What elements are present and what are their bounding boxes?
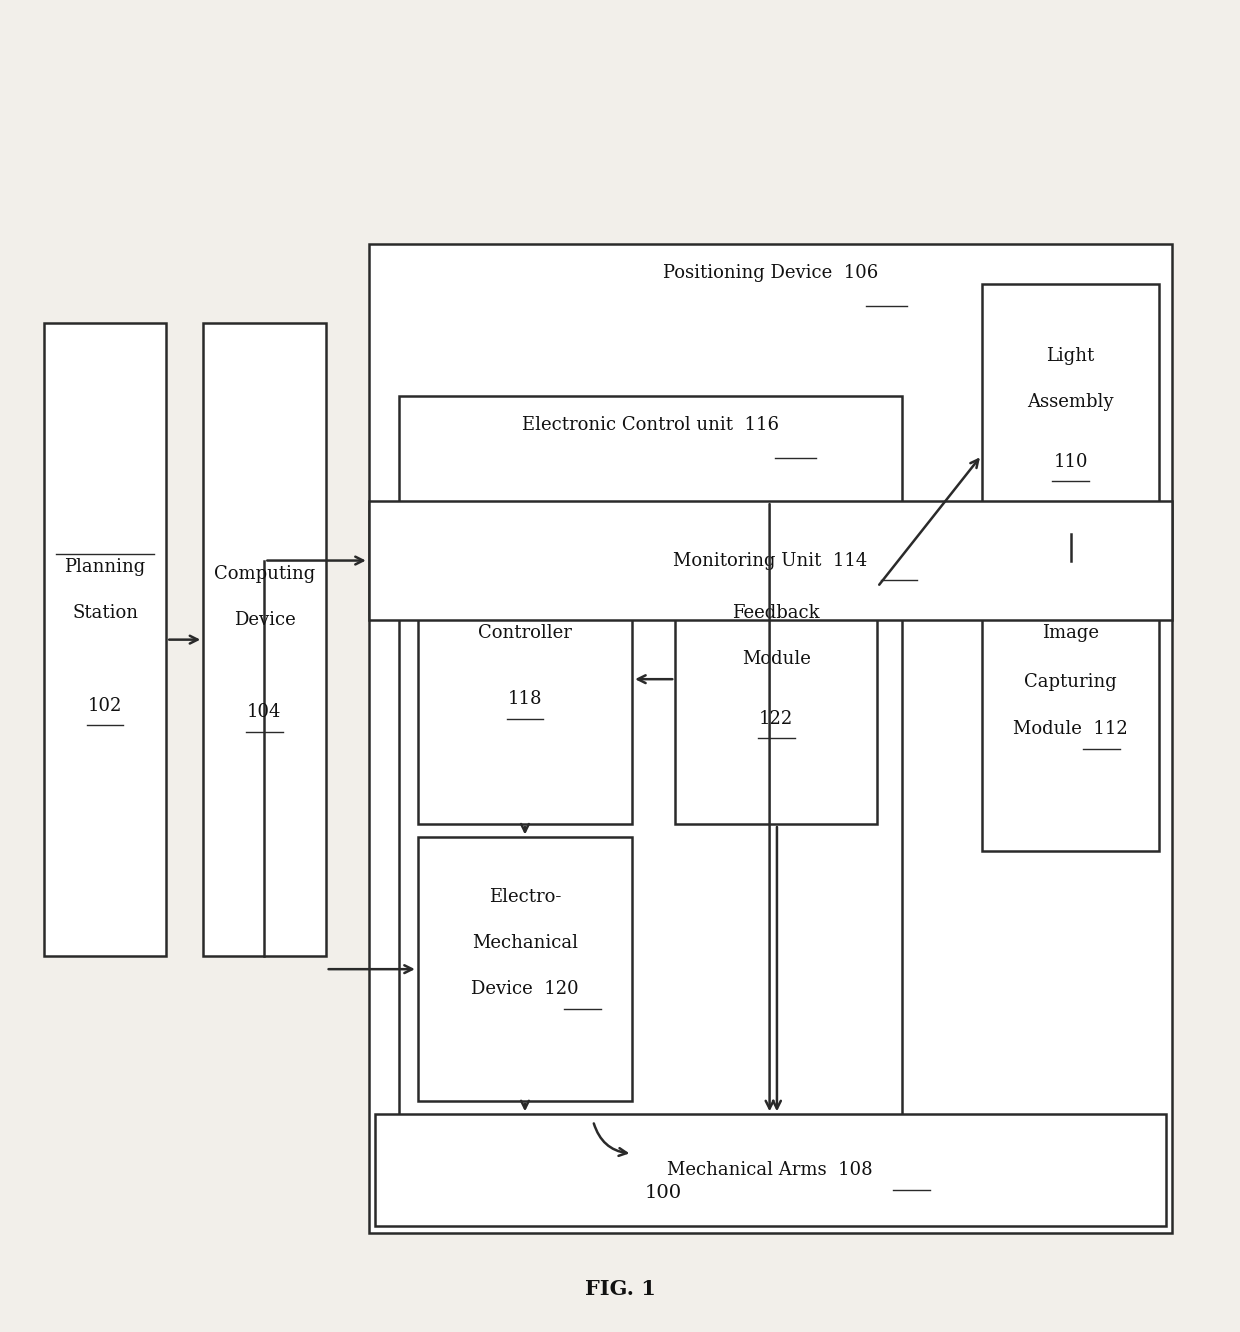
Text: 110: 110 — [1053, 453, 1087, 470]
Text: Module  112: Module 112 — [1013, 721, 1128, 738]
Bar — [418, 838, 632, 1102]
Text: 122: 122 — [759, 710, 794, 727]
Bar — [43, 324, 166, 956]
Text: Feedback: Feedback — [733, 605, 820, 622]
Text: FIG. 1: FIG. 1 — [584, 1279, 656, 1299]
Bar — [374, 1114, 1166, 1227]
Text: 118: 118 — [507, 690, 542, 707]
Text: Capturing: Capturing — [1024, 673, 1117, 691]
Text: Mechanical Arms  108: Mechanical Arms 108 — [667, 1162, 873, 1179]
Text: Station: Station — [72, 605, 138, 622]
Text: Computing: Computing — [213, 565, 315, 582]
Text: 100: 100 — [645, 1184, 682, 1203]
Text: Module: Module — [742, 650, 811, 669]
Bar — [368, 244, 1172, 1233]
Text: Positioning Device  106: Positioning Device 106 — [662, 264, 878, 282]
Text: Image: Image — [1042, 625, 1099, 642]
Bar — [399, 396, 901, 1120]
Text: 104: 104 — [247, 703, 281, 721]
Bar — [368, 501, 1172, 619]
Bar — [675, 507, 878, 825]
Text: Electro-: Electro- — [489, 887, 562, 906]
Bar — [982, 284, 1159, 534]
Text: Electronic Control unit  116: Electronic Control unit 116 — [522, 416, 779, 433]
Text: Monitoring Unit  114: Monitoring Unit 114 — [673, 551, 867, 570]
Text: Device: Device — [233, 611, 295, 629]
FancyArrowPatch shape — [594, 1123, 626, 1156]
Text: Device  120: Device 120 — [471, 980, 579, 998]
Text: 102: 102 — [88, 697, 123, 714]
Text: Assembly: Assembly — [1028, 393, 1114, 412]
Text: Controller: Controller — [479, 625, 572, 642]
Bar — [418, 507, 632, 825]
Text: Mechanical: Mechanical — [472, 934, 578, 952]
Bar — [982, 561, 1159, 851]
Bar — [203, 324, 326, 956]
Text: Planning: Planning — [64, 558, 145, 577]
Text: Light: Light — [1047, 348, 1095, 365]
